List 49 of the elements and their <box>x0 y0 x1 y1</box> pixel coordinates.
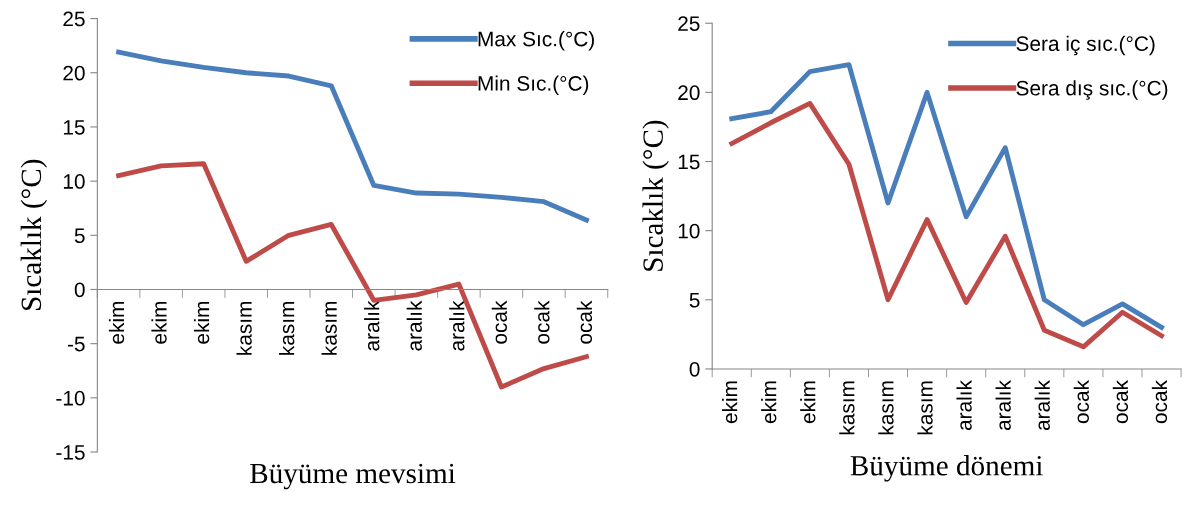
y-tick-label: 25 <box>678 16 700 31</box>
x-tick-label: aralık <box>956 380 972 431</box>
x-tick-label: aralık <box>995 380 1011 431</box>
x-tick-label: ocak <box>576 300 593 344</box>
x-tick-label: aralık <box>1034 380 1050 431</box>
line-series <box>116 49 589 223</box>
x-tick-label: ocak <box>491 300 507 344</box>
y-tick-label: 5 <box>74 228 85 244</box>
y-tick-label: 10 <box>63 174 85 189</box>
x-tick-label: aralık <box>406 300 422 351</box>
x-tick-label: ekim <box>722 381 738 424</box>
x-tick-label: ocak <box>534 300 550 344</box>
x-tick-label: ekim <box>108 301 125 344</box>
x-tick-label: kasım <box>236 301 252 355</box>
x-tick-label: aralık <box>364 300 380 351</box>
x-tick-label: kasım <box>321 301 337 355</box>
x-tick-label: kasım <box>878 381 894 435</box>
y-tick-label: 0 <box>689 361 700 377</box>
x-tick-label: ocak <box>1073 380 1089 424</box>
x-tick-label: ocak <box>1112 380 1129 424</box>
legend-label: Sera dış sıc.(°C) <box>1016 80 1168 100</box>
y-tick-label: 15 <box>678 154 700 170</box>
y-tick-label: 25 <box>63 11 85 27</box>
x-axis-title: Büyüme dönemi <box>850 455 1043 482</box>
x-tick-label: aralık <box>449 300 465 351</box>
y-tick-label: 0 <box>74 282 85 298</box>
y-tick-label: 20 <box>678 85 700 101</box>
y-tick-label: 20 <box>63 65 85 81</box>
y-tick-label: 5 <box>689 293 700 308</box>
y-tick-label: -5 <box>67 336 85 352</box>
legend-label: Sera iç sıc.(°C) <box>1016 35 1155 56</box>
legend-label: Min Sıc.(°C) <box>478 75 589 95</box>
y-tick-label: 10 <box>678 223 700 239</box>
y-tick-label: 15 <box>63 120 85 135</box>
x-axis-title: Büyüme mevsimi <box>250 463 456 490</box>
x-tick-label: ekim <box>761 381 777 424</box>
legend-label: Max Sıc.(°C) <box>478 31 594 51</box>
y-tick-label: -15 <box>56 445 85 460</box>
line-series <box>729 101 1164 350</box>
y-tick-label: -10 <box>56 390 85 406</box>
y-axis-title: Sıcaklık (°C) <box>642 120 669 271</box>
x-tick-label: ekim <box>193 301 210 344</box>
x-tick-label: ekim <box>800 381 816 424</box>
x-tick-label: kasım <box>839 381 855 435</box>
x-tick-label: ekim <box>151 301 167 344</box>
x-tick-label: kasım <box>279 301 295 355</box>
x-tick-label: kasım <box>917 381 933 435</box>
y-axis-title: Sıcaklık (°C) <box>20 159 48 311</box>
x-tick-label: ocak <box>1151 380 1168 424</box>
